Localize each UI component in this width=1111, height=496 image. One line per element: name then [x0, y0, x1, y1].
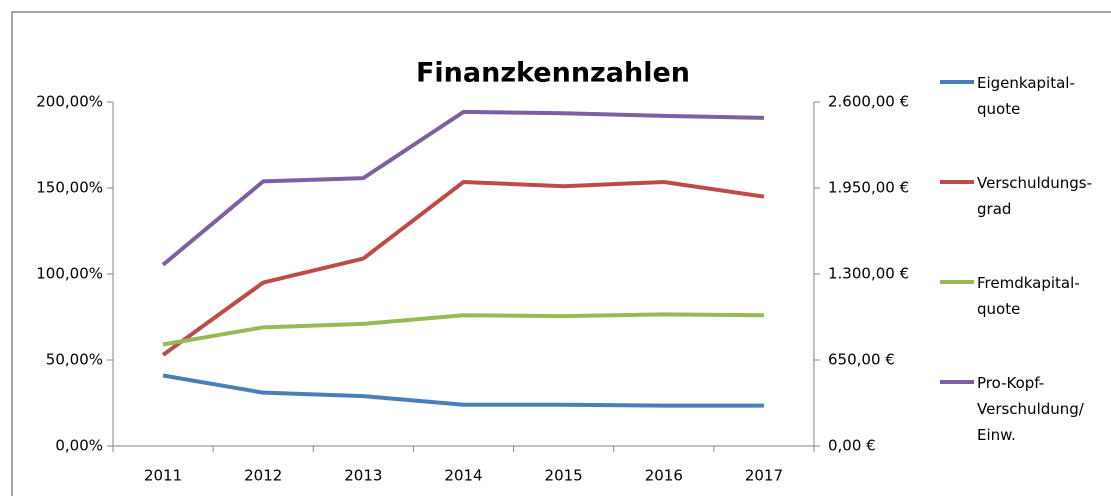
y-tick-label: 200,00% — [36, 93, 103, 111]
series-line — [162, 312, 764, 347]
x-tick-label: 2017 — [745, 467, 783, 485]
y2-tick-label: 0,00 € — [828, 437, 876, 455]
legend-swatch — [940, 180, 974, 184]
x-tick-label: 2011 — [144, 467, 182, 485]
x-tick-label: 2012 — [244, 467, 282, 485]
y2-tick-label: 650,00 € — [828, 351, 895, 369]
legend-swatch — [940, 80, 974, 84]
series-line — [161, 109, 764, 267]
legend-item: Eigenkapital-quote — [940, 70, 1110, 170]
x-tick-label: 2015 — [545, 467, 583, 485]
legend-label: Pro-Kopf-Verschuldung/ Einw. — [977, 374, 1084, 444]
series-line — [161, 179, 765, 357]
series-line — [162, 373, 764, 408]
legend-label: Eigenkapital-quote — [977, 74, 1075, 118]
legend-item: Pro-Kopf-Verschuldung/ Einw. — [940, 370, 1110, 470]
x-tick-label: 2016 — [645, 467, 683, 485]
y-tick-label: 0,00% — [55, 437, 103, 455]
y-tick-label: 50,00% — [46, 351, 103, 369]
chart-title: Finanzkennzahlen — [416, 58, 690, 89]
y-tick-label: 150,00% — [36, 179, 103, 197]
y-tick-label: 100,00% — [36, 265, 103, 283]
legend-label: Verschuldungs-grad — [977, 174, 1093, 218]
x-tick-label: 2014 — [444, 467, 482, 485]
x-tick-label: 2013 — [344, 467, 382, 485]
legend-label: Fremdkapital-quote — [977, 274, 1080, 318]
y2-tick-label: 1.300,00 € — [828, 265, 909, 283]
legend-swatch — [940, 380, 974, 384]
y2-tick-label: 1.950,00 € — [828, 179, 909, 197]
legend-item: Fremdkapital-quote — [940, 270, 1110, 370]
legend-item: Verschuldungs-grad — [940, 170, 1110, 270]
y2-tick-label: 2.600,00 € — [828, 93, 909, 111]
legend-swatch — [940, 280, 974, 284]
chart-border — [11, 11, 1111, 496]
legend: Eigenkapital-quote Verschuldungs-grad Frem… — [940, 70, 1110, 470]
